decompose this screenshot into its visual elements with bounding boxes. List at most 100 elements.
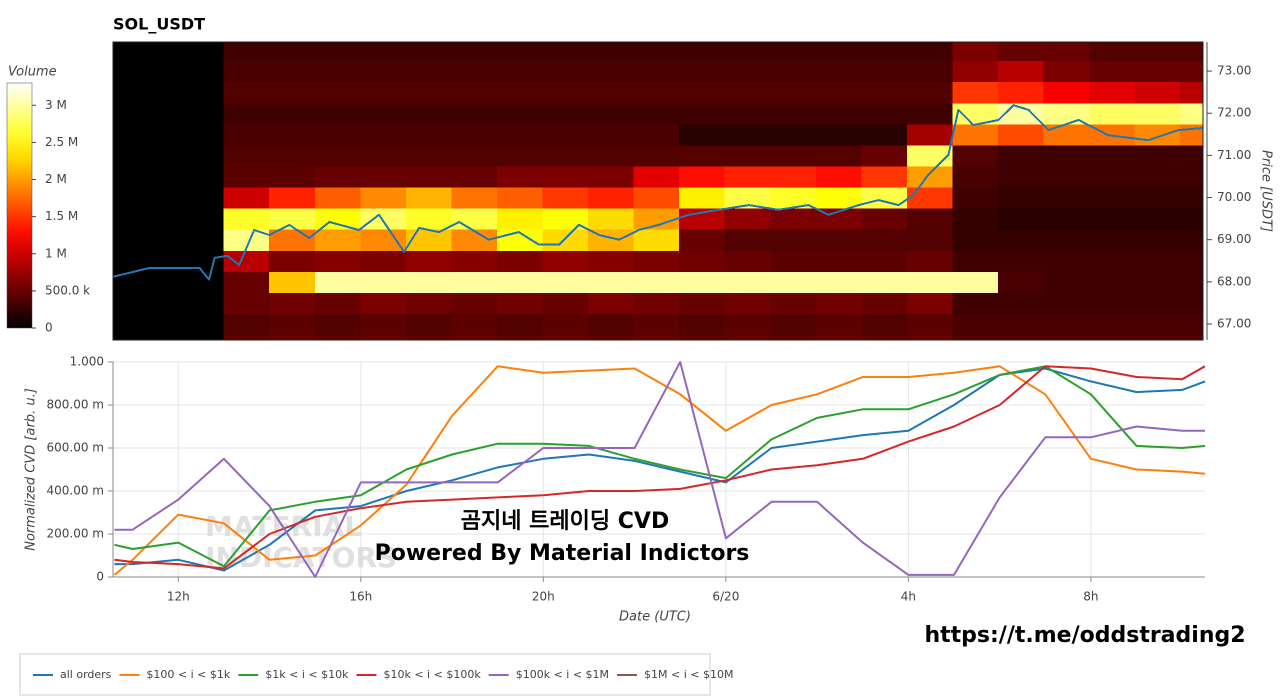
heatmap-cell: [588, 165, 635, 188]
heatmap-cell: [542, 250, 589, 272]
heatmap-cell: [770, 81, 817, 104]
heatmap-cell: [223, 313, 270, 336]
heatmap-cell: [360, 292, 407, 315]
heatmap-cell: [451, 292, 498, 315]
heatmap-cell: [1134, 229, 1181, 251]
heatmap-cell: [405, 208, 453, 230]
colorbar-tick-label: 1.5 M: [45, 209, 78, 223]
heatmap-cell: [1134, 144, 1181, 167]
chart-title: SOL_USDT: [113, 15, 205, 34]
heatmap-cell: [679, 292, 726, 315]
heatmap-cell: [998, 250, 1045, 272]
heatmap-cell: [1134, 313, 1181, 336]
heatmap-cell: [1043, 334, 1090, 340]
y-tick-label: 67.00: [1217, 316, 1251, 330]
heatmap-cell: [724, 81, 771, 104]
heatmap-cell: [451, 271, 498, 293]
plot-frame: [112, 41, 1204, 341]
heatmap-cell: [451, 144, 498, 167]
heatmap-cell: [1089, 81, 1136, 104]
heatmap-cell: [314, 60, 361, 83]
heatmap-cell: [952, 334, 999, 340]
heatmap-cell: [724, 42, 771, 62]
heatmap-cell: [1043, 60, 1090, 83]
legend-label: $1k < i < $10k: [265, 668, 349, 681]
colorbar: [6, 82, 33, 329]
heatmap-cell: [314, 186, 361, 209]
heatmap-cell: [360, 186, 407, 209]
heatmap-cell: [269, 313, 316, 336]
heatmap-cell: [269, 165, 316, 188]
heatmap-cell: [998, 313, 1045, 336]
heatmap-cell: [633, 250, 680, 272]
series-line: [114, 361, 1205, 578]
heatmap-cell: [1180, 250, 1203, 272]
heatmap-cell: [770, 292, 817, 315]
heatmap-cell: [269, 292, 316, 315]
colorbar-tick-label: 1 M: [45, 246, 67, 260]
heatmap-cell: [360, 334, 407, 340]
heatmap-cell: [633, 208, 680, 230]
heatmap-cell: [542, 313, 589, 336]
heatmap-cell: [588, 186, 635, 209]
heatmap-cell: [952, 292, 999, 315]
y-tick-label: 69.00: [1217, 232, 1251, 246]
heatmap-cell: [223, 81, 270, 104]
heatmap-cell: [998, 42, 1045, 62]
heatmap-cell: [405, 123, 453, 146]
heatmap-cell: [815, 271, 862, 293]
heatmap-cell: [1180, 186, 1203, 209]
heatmap-cell: [724, 334, 771, 340]
heatmap-cell: [223, 334, 270, 340]
heatmap-cell: [542, 208, 589, 230]
heatmap-cell: [1180, 208, 1203, 230]
heatmap-cell: [1089, 42, 1136, 62]
heatmap-cell: [1043, 165, 1090, 188]
heatmap-cell: [633, 271, 680, 293]
series-line: [114, 367, 1206, 572]
heatmap-cell: [588, 81, 635, 104]
heatmap-cell: [223, 102, 270, 125]
heatmap-cell: [724, 102, 771, 125]
heatmap-cell: [633, 144, 680, 167]
heatmap-cell: [815, 313, 862, 336]
heatmap-cell: [952, 123, 999, 146]
heatmap-cell: [1180, 292, 1203, 315]
heatmap-cell: [451, 229, 498, 251]
heatmap-cell: [451, 334, 498, 340]
heatmap-cell: [724, 208, 771, 230]
y-tick-label: 72.00: [1217, 106, 1251, 120]
heatmap-cell: [633, 60, 680, 83]
heatmap-cell: [223, 186, 270, 209]
heatmap-cell: [1043, 81, 1090, 104]
heatmap-cell: [1043, 292, 1090, 315]
heatmap-cell: [770, 271, 817, 293]
heatmap-cell: [405, 60, 453, 83]
x-tick-label: 16h: [349, 590, 372, 604]
heatmap-cell: [496, 123, 544, 146]
y-tick-label: 200.00 m: [47, 527, 105, 541]
heatmap-cell: [1180, 334, 1203, 340]
heatmap-cell: [861, 165, 908, 188]
heatmap-cell: [1089, 165, 1136, 188]
heatmap-cell: [588, 271, 635, 293]
heatmap-cell: [405, 250, 453, 272]
heatmap-cell: [314, 271, 361, 293]
heatmap-cell: [770, 42, 817, 62]
heatmap-cell: [405, 292, 453, 315]
heatmap-cell: [1134, 102, 1181, 125]
heatmap-cell: [770, 334, 817, 340]
heatmap-cell: [998, 144, 1045, 167]
heatmap-cell: [269, 123, 316, 146]
heatmap-cell: [906, 144, 954, 167]
heatmap-cell: [952, 165, 999, 188]
heatmap-cell: [360, 271, 407, 293]
heatmap-cell: [770, 250, 817, 272]
heatmap-cell: [679, 313, 726, 336]
heatmap-cell: [906, 292, 954, 315]
heatmap-cell: [861, 60, 908, 83]
heatmap-cell: [906, 250, 954, 272]
heatmap-cell: [496, 271, 544, 293]
heatmap-cell: [223, 42, 270, 62]
